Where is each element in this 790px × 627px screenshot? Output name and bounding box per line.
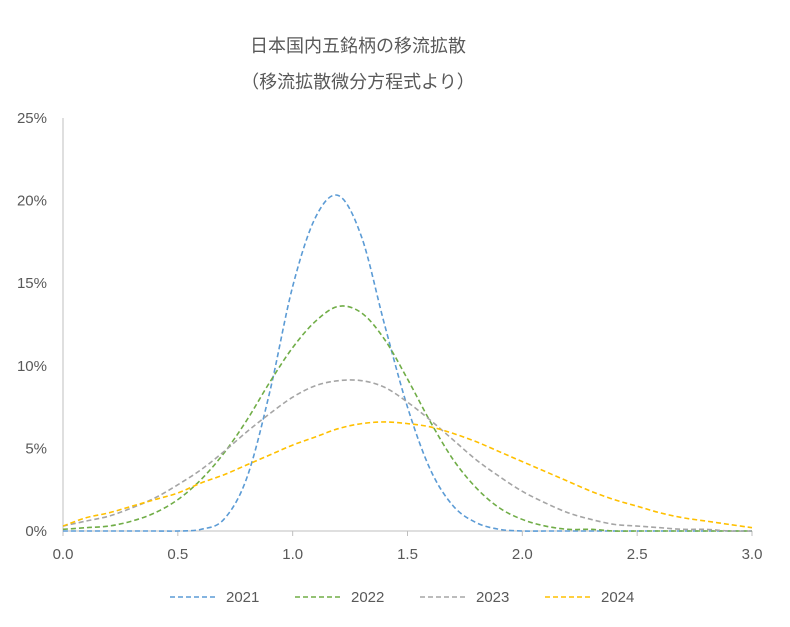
y-tick-label: 25%: [17, 110, 47, 127]
x-tick-label: 2.5: [627, 546, 648, 563]
plot-area: [62, 194, 753, 532]
chart-subtitle: （移流拡散微分方程式より）: [241, 72, 475, 93]
legend-label: 2024: [601, 589, 634, 606]
legend-item-2024: 2024: [545, 589, 634, 606]
legend-label: 2022: [351, 589, 384, 606]
y-tick-label: 10%: [17, 358, 47, 375]
legend-item-2021: 2021: [170, 589, 259, 606]
legend-item-2023: 2023: [420, 589, 509, 606]
y-tick-label: 0%: [25, 523, 47, 540]
legend-label: 2023: [476, 589, 509, 606]
legend: 2021 2022 2023 2024: [170, 589, 634, 606]
series-line-2023: [62, 379, 753, 532]
y-tick-label: 15%: [17, 275, 47, 292]
x-tick-label: 0.5: [167, 546, 188, 563]
x-tick-label: 3.0: [742, 546, 763, 563]
chart-title: 日本国内五銘柄の移流拡散: [250, 36, 466, 57]
series-line-2022: [62, 305, 752, 532]
series-line-2021: [63, 194, 752, 532]
x-tick-label: 1.0: [282, 546, 303, 563]
legend-item-2022: 2022: [295, 589, 384, 606]
x-tick-label: 1.5: [397, 546, 418, 563]
axes: 0% 5% 10% 15% 20% 25% 0.0 0.5 1.0 1.5 2.0 2.5 3.0: [17, 110, 762, 563]
y-tick-label: 20%: [17, 193, 47, 210]
y-tick-label: 5%: [25, 440, 47, 457]
legend-label: 2021: [226, 589, 259, 606]
series-line-2024: [62, 421, 753, 529]
x-tick-label: 2.0: [512, 546, 533, 563]
x-tick-label: 0.0: [53, 546, 74, 563]
